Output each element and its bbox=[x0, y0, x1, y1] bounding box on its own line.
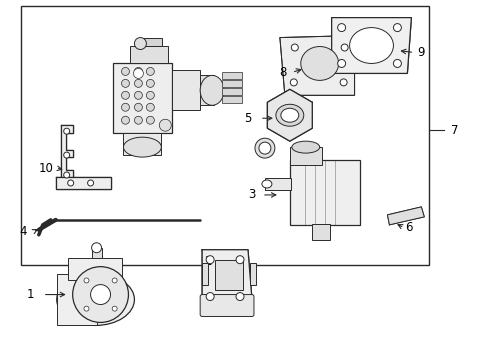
Ellipse shape bbox=[200, 75, 224, 105]
Circle shape bbox=[341, 44, 348, 51]
Circle shape bbox=[84, 306, 89, 311]
Circle shape bbox=[338, 24, 345, 32]
Ellipse shape bbox=[301, 46, 339, 80]
Circle shape bbox=[84, 278, 89, 283]
Bar bbox=[222, 88, 242, 95]
Circle shape bbox=[122, 116, 129, 124]
Circle shape bbox=[259, 142, 271, 154]
Circle shape bbox=[73, 267, 128, 323]
Circle shape bbox=[255, 138, 275, 158]
Bar bbox=[145, 37, 162, 45]
Polygon shape bbox=[388, 207, 424, 225]
Circle shape bbox=[134, 91, 143, 99]
Polygon shape bbox=[202, 250, 252, 300]
Circle shape bbox=[134, 103, 143, 111]
Circle shape bbox=[122, 91, 129, 99]
Circle shape bbox=[112, 278, 117, 283]
Circle shape bbox=[64, 172, 70, 178]
Circle shape bbox=[134, 67, 143, 75]
Text: 7: 7 bbox=[451, 124, 459, 137]
Circle shape bbox=[134, 116, 143, 124]
Ellipse shape bbox=[292, 141, 319, 153]
Text: 5: 5 bbox=[245, 112, 252, 125]
Circle shape bbox=[134, 37, 147, 50]
Bar bbox=[290, 160, 360, 225]
FancyBboxPatch shape bbox=[113, 63, 172, 133]
Bar bbox=[57, 274, 97, 325]
Circle shape bbox=[133, 68, 144, 78]
Ellipse shape bbox=[57, 274, 134, 325]
Text: 4: 4 bbox=[19, 225, 26, 238]
Bar bbox=[123, 133, 161, 155]
Polygon shape bbox=[332, 18, 412, 73]
Circle shape bbox=[88, 180, 94, 186]
Circle shape bbox=[393, 24, 401, 32]
Circle shape bbox=[236, 256, 244, 264]
Bar bbox=[290, 147, 322, 165]
FancyBboxPatch shape bbox=[172, 71, 200, 110]
Circle shape bbox=[206, 256, 214, 264]
Circle shape bbox=[340, 79, 347, 86]
Text: 9: 9 bbox=[417, 46, 425, 59]
FancyBboxPatch shape bbox=[200, 294, 254, 316]
Bar bbox=[21, 6, 429, 265]
Circle shape bbox=[147, 67, 154, 75]
Circle shape bbox=[122, 103, 129, 111]
Bar bbox=[312, 224, 330, 240]
Circle shape bbox=[112, 306, 117, 311]
Text: 8: 8 bbox=[279, 66, 287, 79]
Text: 6: 6 bbox=[406, 221, 413, 234]
Circle shape bbox=[206, 293, 214, 301]
Text: 10: 10 bbox=[38, 162, 53, 175]
Circle shape bbox=[68, 180, 74, 186]
Circle shape bbox=[122, 80, 129, 87]
Text: 3: 3 bbox=[248, 188, 256, 202]
Circle shape bbox=[159, 119, 171, 131]
Circle shape bbox=[134, 80, 143, 87]
Bar bbox=[200, 75, 214, 105]
Bar bbox=[215, 260, 243, 289]
Circle shape bbox=[92, 243, 101, 253]
Ellipse shape bbox=[276, 104, 304, 126]
Ellipse shape bbox=[262, 180, 272, 188]
Bar bbox=[250, 263, 256, 285]
Bar bbox=[92, 248, 101, 258]
Circle shape bbox=[147, 80, 154, 87]
Polygon shape bbox=[268, 89, 312, 141]
Circle shape bbox=[290, 79, 297, 86]
Polygon shape bbox=[56, 177, 111, 189]
Circle shape bbox=[147, 91, 154, 99]
Bar bbox=[202, 263, 208, 285]
Ellipse shape bbox=[123, 137, 161, 157]
Circle shape bbox=[236, 293, 244, 301]
Ellipse shape bbox=[281, 108, 299, 122]
Circle shape bbox=[147, 116, 154, 124]
Circle shape bbox=[292, 44, 298, 51]
Text: 1: 1 bbox=[27, 288, 35, 301]
Bar bbox=[222, 80, 242, 87]
Circle shape bbox=[122, 67, 129, 75]
Polygon shape bbox=[280, 36, 355, 95]
Circle shape bbox=[91, 285, 111, 305]
Ellipse shape bbox=[349, 28, 393, 63]
Bar bbox=[222, 96, 242, 103]
FancyBboxPatch shape bbox=[130, 45, 168, 63]
Polygon shape bbox=[61, 125, 73, 177]
Circle shape bbox=[393, 59, 401, 67]
Bar bbox=[222, 72, 242, 80]
Circle shape bbox=[338, 59, 345, 67]
Circle shape bbox=[64, 152, 70, 158]
FancyBboxPatch shape bbox=[68, 258, 122, 280]
Circle shape bbox=[64, 128, 70, 134]
Bar bbox=[265, 178, 291, 190]
Text: 2: 2 bbox=[204, 255, 212, 268]
Circle shape bbox=[147, 103, 154, 111]
